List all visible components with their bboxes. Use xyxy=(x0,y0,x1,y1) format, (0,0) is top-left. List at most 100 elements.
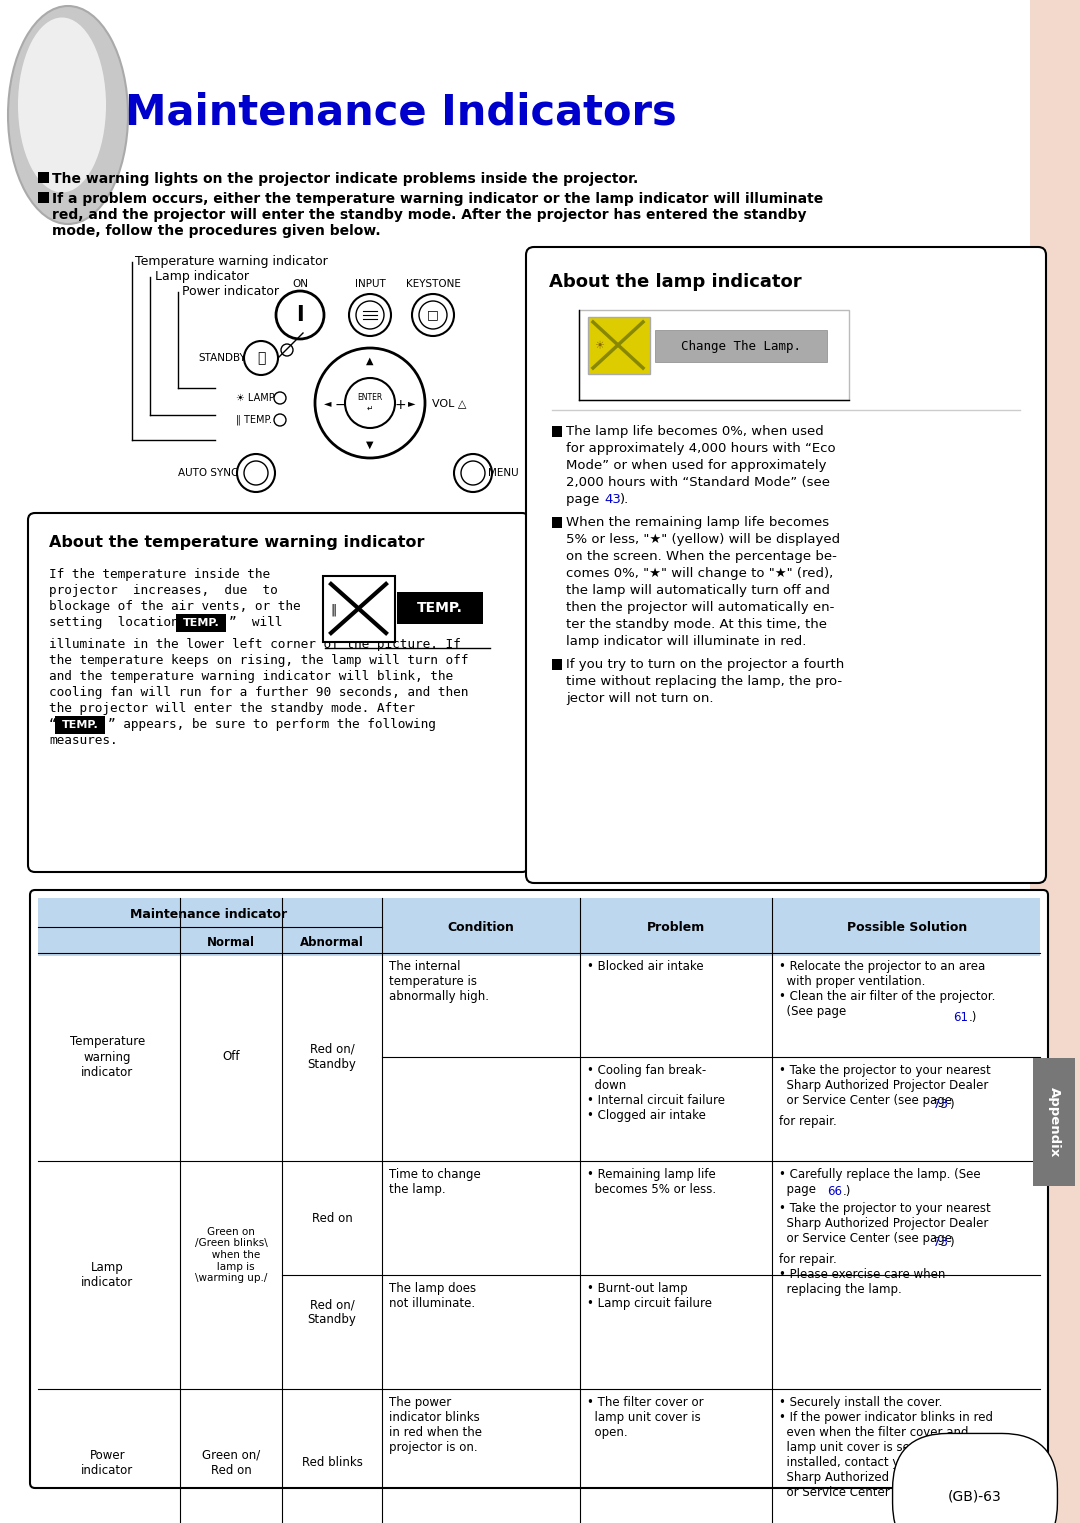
Text: 2,000 hours with “Standard Mode” (see: 2,000 hours with “Standard Mode” (see xyxy=(566,477,831,489)
Text: Mode” or when used for approximately: Mode” or when used for approximately xyxy=(566,458,826,472)
Text: When the remaining lamp life becomes: When the remaining lamp life becomes xyxy=(566,516,829,528)
Text: comes 0%, "★" will change to "★" (red),: comes 0%, "★" will change to "★" (red), xyxy=(566,567,834,580)
Text: ): ) xyxy=(949,1237,954,1249)
Text: (GB)-63: (GB)-63 xyxy=(948,1489,1002,1503)
Text: Maintenance indicator: Maintenance indicator xyxy=(130,908,287,920)
Text: blockage of the air vents, or the: blockage of the air vents, or the xyxy=(49,600,300,612)
Text: • The filter cover or
  lamp unit cover is
  open.: • The filter cover or lamp unit cover is… xyxy=(588,1397,704,1439)
Text: ‖ TEMP.: ‖ TEMP. xyxy=(237,414,272,425)
Text: The lamp does
not illuminate.: The lamp does not illuminate. xyxy=(389,1282,476,1310)
Text: KEYSTONE: KEYSTONE xyxy=(406,279,460,289)
Text: • Take the projector to your nearest
  Sharp Authorized Projector Dealer
  or Se: • Take the projector to your nearest Sha… xyxy=(779,1065,990,1107)
Text: About the lamp indicator: About the lamp indicator xyxy=(549,273,801,291)
Text: page: page xyxy=(566,493,604,506)
Text: red, and the projector will enter the standby mode. After the projector has ente: red, and the projector will enter the st… xyxy=(52,209,807,222)
Text: 73: 73 xyxy=(933,1098,948,1110)
Text: TEMP.: TEMP. xyxy=(62,720,98,730)
Text: the projector will enter the standby mode. After: the projector will enter the standby mod… xyxy=(49,702,415,714)
Text: Red on/
Standby: Red on/ Standby xyxy=(308,1298,356,1327)
Text: If you try to turn on the projector a fourth: If you try to turn on the projector a fo… xyxy=(566,658,845,672)
Circle shape xyxy=(454,454,492,492)
FancyBboxPatch shape xyxy=(397,592,483,624)
Text: • Cooling fan break-
  down
• Internal circuit failure
• Clogged air intake: • Cooling fan break- down • Internal cir… xyxy=(588,1065,725,1122)
Text: 61: 61 xyxy=(953,1011,968,1023)
Ellipse shape xyxy=(8,6,129,224)
Text: ON: ON xyxy=(292,279,308,289)
Text: ◄: ◄ xyxy=(324,398,332,408)
Text: ).: ). xyxy=(620,493,630,506)
Text: The power
indicator blinks
in red when the
projector is on.: The power indicator blinks in red when t… xyxy=(389,1397,482,1454)
Text: setting  location,  “: setting location, “ xyxy=(49,615,210,629)
Text: .): .) xyxy=(969,1011,977,1023)
Text: • Take the projector to your nearest
  Sharp Authorized Projector Dealer
  or Se: • Take the projector to your nearest Sha… xyxy=(779,1202,990,1244)
FancyBboxPatch shape xyxy=(588,317,650,375)
Text: cooling fan will run for a further 90 seconds, and then: cooling fan will run for a further 90 se… xyxy=(49,685,469,699)
Text: If the temperature inside the: If the temperature inside the xyxy=(49,568,270,580)
Text: 66: 66 xyxy=(827,1185,842,1199)
Text: for repair.
• Please exercise care when
  replacing the lamp.: for repair. • Please exercise care when … xyxy=(779,1253,945,1296)
Text: Problem: Problem xyxy=(647,920,705,934)
Text: ▲: ▲ xyxy=(366,356,374,366)
Text: −: − xyxy=(334,398,346,413)
Text: ▼: ▼ xyxy=(366,440,374,449)
Text: Maintenance Indicators: Maintenance Indicators xyxy=(125,91,677,133)
Text: VOL △: VOL △ xyxy=(432,398,467,408)
Text: ☀ LAMP: ☀ LAMP xyxy=(237,393,274,404)
FancyBboxPatch shape xyxy=(526,247,1047,883)
Text: • Blocked air intake: • Blocked air intake xyxy=(588,959,704,973)
Polygon shape xyxy=(552,659,562,670)
Text: then the projector will automatically en-: then the projector will automatically en… xyxy=(566,602,835,614)
Text: • Carefully replace the lamp. (See
  page: • Carefully replace the lamp. (See page xyxy=(779,1168,981,1196)
Text: ter the standby mode. At this time, the: ter the standby mode. At this time, the xyxy=(566,618,827,631)
FancyBboxPatch shape xyxy=(30,889,1048,1488)
Text: jector will not turn on.: jector will not turn on. xyxy=(566,691,714,705)
Text: I: I xyxy=(296,305,303,324)
Text: Condition: Condition xyxy=(447,920,514,934)
Text: If a problem occurs, either the temperature warning indicator or the lamp indica: If a problem occurs, either the temperat… xyxy=(52,192,823,206)
Text: the lamp will automatically turn off and: the lamp will automatically turn off and xyxy=(566,583,831,597)
Text: STANDBY: STANDBY xyxy=(199,353,246,362)
Circle shape xyxy=(244,461,268,484)
Text: • Relocate the projector to an area
  with proper ventilation.
• Clean the air f: • Relocate the projector to an area with… xyxy=(779,959,996,1017)
Text: Abnormal: Abnormal xyxy=(300,935,364,949)
Text: • Remaining lamp life
  becomes 5% or less.: • Remaining lamp life becomes 5% or less… xyxy=(588,1168,716,1196)
Text: illuminate in the lower left corner of the picture. If: illuminate in the lower left corner of t… xyxy=(49,638,461,650)
Circle shape xyxy=(244,341,278,375)
FancyBboxPatch shape xyxy=(579,311,849,401)
FancyBboxPatch shape xyxy=(38,899,1040,956)
Text: Lamp
indicator: Lamp indicator xyxy=(81,1261,134,1288)
Text: • Burnt-out lamp
• Lamp circuit failure: • Burnt-out lamp • Lamp circuit failure xyxy=(588,1282,712,1310)
Text: The lamp life becomes 0%, when used: The lamp life becomes 0%, when used xyxy=(566,425,824,439)
Text: for repair.: for repair. xyxy=(779,1115,837,1129)
Text: Change The Lamp.: Change The Lamp. xyxy=(681,340,801,352)
Circle shape xyxy=(237,454,275,492)
Text: AUTO SYNC: AUTO SYNC xyxy=(177,468,238,478)
Text: Normal: Normal xyxy=(207,935,255,949)
Text: Red on: Red on xyxy=(312,1211,352,1224)
Text: on the screen. When the percentage be-: on the screen. When the percentage be- xyxy=(566,550,837,564)
Text: 5% or less, "★" (yellow) will be displayed: 5% or less, "★" (yellow) will be display… xyxy=(566,533,840,547)
Text: TEMP.: TEMP. xyxy=(183,618,219,627)
Text: +: + xyxy=(394,398,406,413)
Circle shape xyxy=(345,378,395,428)
Text: “: “ xyxy=(49,717,56,731)
Circle shape xyxy=(349,294,391,337)
Text: for approximately 4,000 hours with “Eco: for approximately 4,000 hours with “Eco xyxy=(566,442,836,455)
Text: Possible Solution: Possible Solution xyxy=(848,920,968,934)
Circle shape xyxy=(411,294,454,337)
Text: TEMP.: TEMP. xyxy=(417,602,463,615)
Text: The internal
temperature is
abnormally high.: The internal temperature is abnormally h… xyxy=(389,959,489,1004)
Text: ►: ► xyxy=(408,398,416,408)
Polygon shape xyxy=(38,172,49,183)
Circle shape xyxy=(461,461,485,484)
Circle shape xyxy=(419,302,447,329)
Text: Red blinks: Red blinks xyxy=(301,1456,363,1470)
Text: The warning lights on the projector indicate problems inside the projector.: The warning lights on the projector indi… xyxy=(52,172,638,186)
Text: About the temperature warning indicator: About the temperature warning indicator xyxy=(49,535,424,550)
Text: Power indicator: Power indicator xyxy=(183,285,279,299)
Text: Red on/
Standby: Red on/ Standby xyxy=(308,1043,356,1071)
Circle shape xyxy=(274,391,286,404)
Text: Time to change
the lamp.: Time to change the lamp. xyxy=(389,1168,481,1196)
Circle shape xyxy=(276,291,324,340)
FancyBboxPatch shape xyxy=(55,716,105,734)
